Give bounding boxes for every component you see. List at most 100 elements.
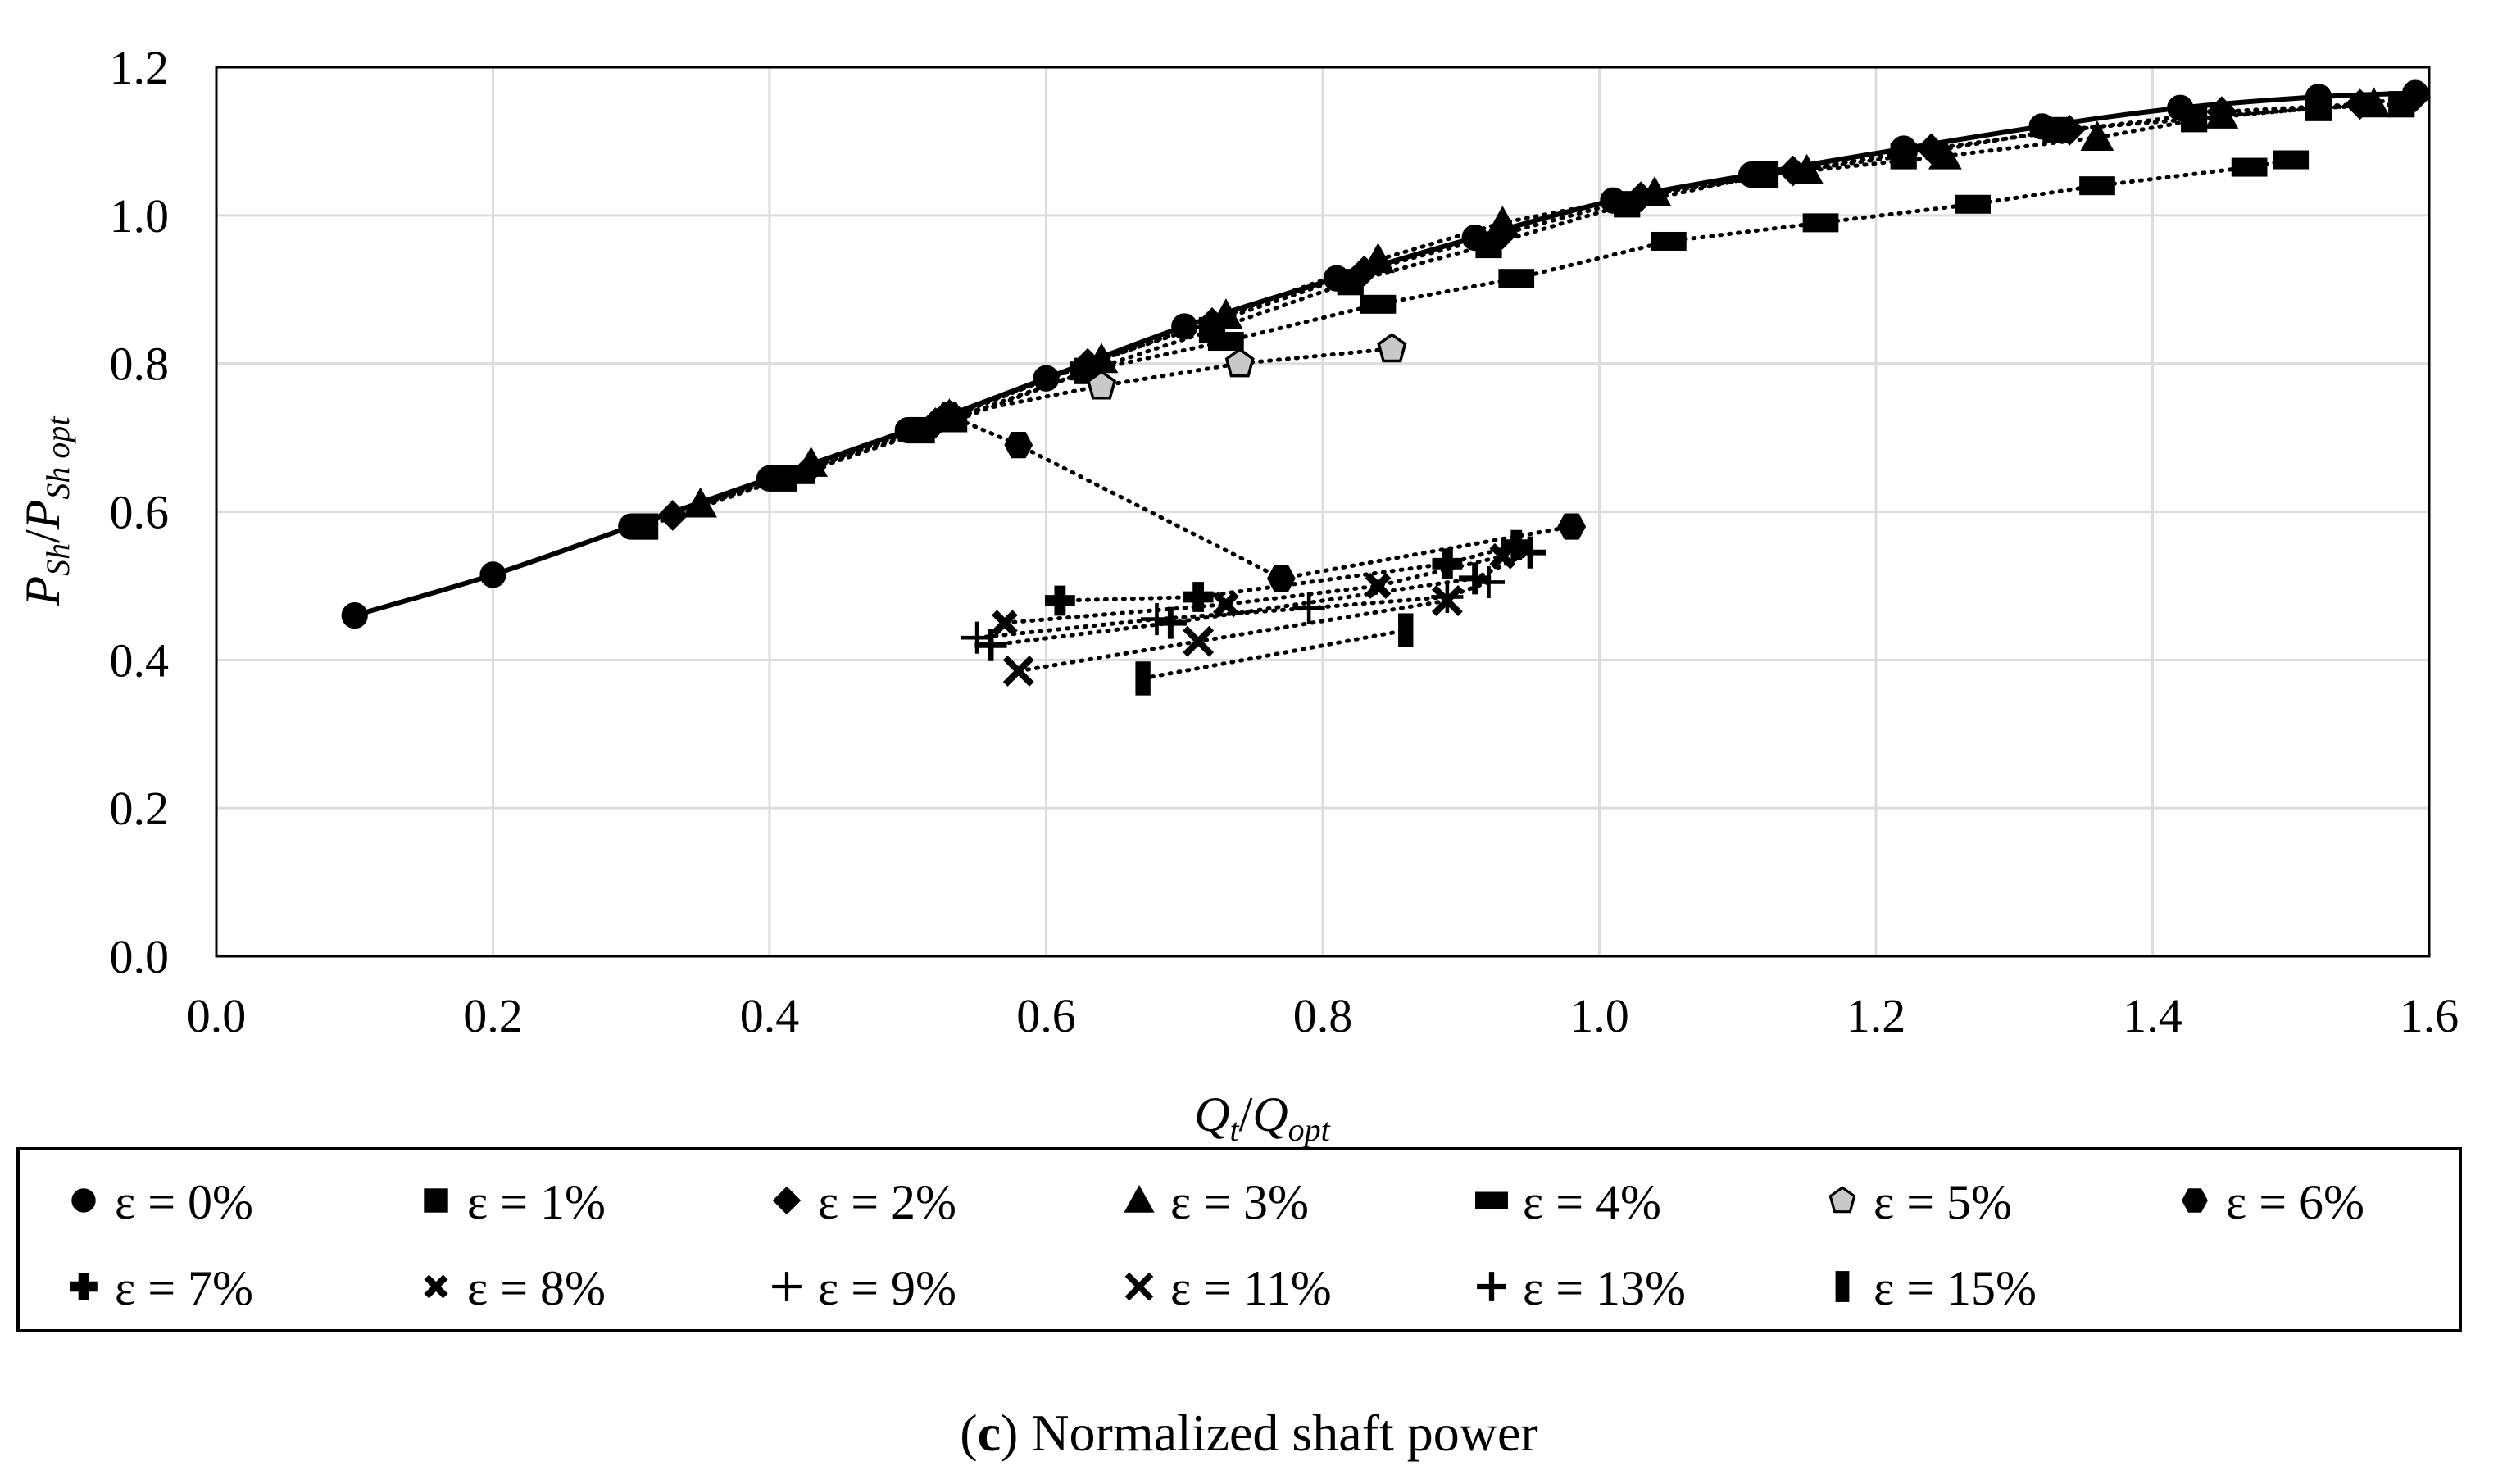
- data-point-series-0: [341, 601, 368, 629]
- data-point-series-3: [2357, 87, 2391, 118]
- data-point-series-4: [1955, 194, 1991, 214]
- legend-label-7: ε = 7%: [115, 1261, 253, 1315]
- legend-label-5: ε = 5%: [1874, 1175, 2012, 1229]
- data-point-series-4: [2231, 157, 2268, 177]
- x-label-sep: /: [1239, 1087, 1253, 1141]
- legend: ε = 0% ε = 1% ε = 2% ε = 3% ε = 4% ε = 5% ε = …: [70, 1175, 2364, 1315]
- data-point-series-12: [1135, 661, 1151, 696]
- data-point-series-4: [1360, 294, 1397, 314]
- legend-marker-3: [1124, 1185, 1155, 1213]
- data-point-series-12: [1398, 613, 1414, 647]
- data-point-series-6: [1557, 513, 1587, 540]
- data-point-series-4: [2079, 176, 2115, 196]
- data-point-series-10: [1183, 625, 1215, 657]
- y-tick-label: 0.4: [110, 633, 170, 687]
- data-point-series-9: [1292, 592, 1325, 624]
- legend-label-11: ε = 13%: [1523, 1261, 1686, 1315]
- data-point-series-11: [1459, 562, 1492, 595]
- x-label-den: Q: [1252, 1087, 1288, 1141]
- series-line-8: [1002, 554, 1505, 625]
- legend-marker-6: [2182, 1188, 2208, 1213]
- data-point-series-2: [2400, 81, 2432, 113]
- x-tick-label: 0.4: [740, 989, 800, 1042]
- legend-label-10: ε = 11%: [1170, 1261, 1332, 1315]
- legend-marker-0: [71, 1188, 96, 1213]
- legend-marker-9: [772, 1272, 802, 1301]
- data-point-series-3: [2080, 120, 2114, 151]
- data-point-series-3: [2205, 98, 2239, 129]
- y-tick-label: 0.6: [110, 486, 170, 539]
- data-point-series-4: [1802, 213, 1839, 233]
- data-point-series-4: [2273, 150, 2310, 170]
- legend-marker-11: [1477, 1272, 1506, 1301]
- data-point-series-1: [2305, 94, 2332, 121]
- data-point-series-8: [1212, 591, 1239, 618]
- data-point-series-1: [1890, 143, 1917, 170]
- data-point-series-1: [1337, 269, 1364, 296]
- series-line-5: [947, 347, 1394, 418]
- legend-label-6: ε = 6%: [2226, 1175, 2364, 1229]
- data-point-series-10: [1431, 585, 1463, 616]
- x-tick-label: 0.0: [187, 989, 247, 1042]
- data-point-series-5: [1377, 333, 1407, 363]
- series-line-1: [643, 102, 2404, 529]
- data-point-series-0: [1171, 313, 1198, 340]
- x-tick-label: 0.6: [1016, 989, 1076, 1042]
- y-tick-label: 0.0: [110, 930, 170, 983]
- data-point-series-8: [1489, 542, 1516, 570]
- series-line-4: [795, 157, 2293, 477]
- legend-label-12: ε = 15%: [1874, 1261, 2037, 1315]
- data-point-series-7: [1432, 548, 1463, 579]
- legend-marker-4: [1475, 1191, 1508, 1209]
- data-point-series-2: [656, 500, 688, 531]
- legend-box: [16, 1147, 2462, 1332]
- data-point-series-4: [779, 465, 815, 484]
- legend-marker-10: [1124, 1272, 1154, 1301]
- data-point-series-0: [1033, 365, 1060, 392]
- series-markers: [341, 79, 2432, 696]
- data-point-series-8: [1365, 573, 1392, 599]
- series-line-12: [1141, 628, 1408, 681]
- legend-marker-12: [1835, 1271, 1850, 1302]
- y-label-den-sub: Sh opt: [39, 416, 76, 500]
- series-line-7: [1057, 542, 1519, 603]
- series-line-11: [988, 550, 1533, 647]
- legend-label-8: ε = 8%: [467, 1261, 606, 1315]
- data-point-series-1: [1751, 161, 1779, 188]
- x-tick-label: 1.4: [2123, 989, 2182, 1042]
- figure-caption: (c) Normalized shaft power: [960, 1404, 1537, 1462]
- legend-label-0: ε = 0%: [115, 1175, 253, 1229]
- data-point-series-3: [1637, 175, 1672, 206]
- grid-lines: [216, 67, 2429, 956]
- x-tick-labels: 0.0 0.2 0.4 0.6 0.8 1.0 1.2 1.4 1.6: [187, 989, 2459, 1042]
- data-point-series-3: [1486, 206, 1519, 236]
- data-point-series-3: [1928, 138, 1962, 170]
- y-tick-label: 1.2: [110, 41, 170, 94]
- legend-label-4: ε = 4%: [1523, 1175, 1661, 1229]
- data-point-series-3: [1790, 153, 1824, 184]
- data-point-series-10: [1002, 655, 1034, 687]
- y-axis-label: PSh/PSh opt: [16, 416, 76, 607]
- data-point-series-3: [1209, 298, 1243, 329]
- data-point-series-6: [1004, 432, 1033, 459]
- data-point-series-11: [1154, 606, 1187, 639]
- data-point-series-8: [991, 610, 1018, 637]
- legend-marker-8: [424, 1274, 448, 1299]
- legend-label-2: ε = 2%: [818, 1175, 956, 1229]
- y-tick-labels: 0.0 0.2 0.4 0.6 0.8 1.0 1.2: [110, 41, 170, 983]
- data-point-series-1: [2181, 106, 2208, 133]
- legend-label-1: ε = 1%: [467, 1175, 606, 1229]
- data-point-series-5: [1224, 347, 1255, 378]
- x-label-main-sub: t: [1230, 1111, 1240, 1148]
- data-point-series-9: [1472, 565, 1506, 598]
- y-label-den: P: [16, 500, 70, 531]
- x-tick-label: 0.8: [1293, 989, 1353, 1042]
- data-point-series-2: [2054, 114, 2086, 146]
- legend-marker-5: [1828, 1186, 1856, 1214]
- data-point-series-4: [1498, 269, 1535, 288]
- data-point-series-4: [1651, 231, 1687, 251]
- data-point-series-7: [1501, 529, 1532, 560]
- x-label-den-sub: opt: [1288, 1111, 1331, 1148]
- data-point-series-9: [961, 621, 993, 654]
